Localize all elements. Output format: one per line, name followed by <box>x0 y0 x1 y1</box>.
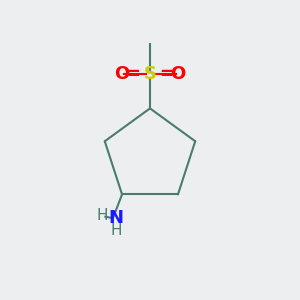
Text: H: H <box>97 208 109 223</box>
Text: =: = <box>159 64 173 82</box>
Text: N: N <box>109 209 124 227</box>
Text: H: H <box>110 224 122 238</box>
Text: O: O <box>114 64 129 82</box>
Text: S: S <box>143 65 157 83</box>
Text: =: = <box>127 64 141 82</box>
Text: O: O <box>171 64 186 82</box>
